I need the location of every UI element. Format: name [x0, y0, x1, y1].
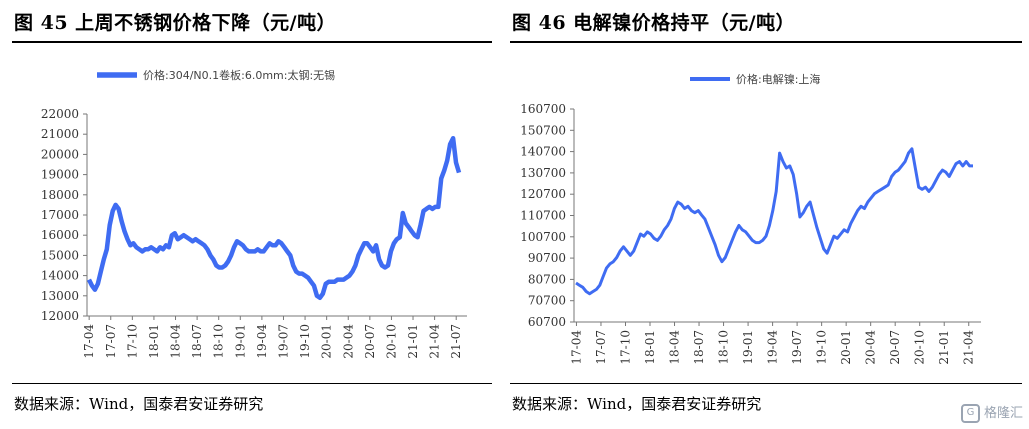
x-tick-label: 18-01: [147, 324, 161, 359]
legend-label: 价格:电解镍:上海: [736, 72, 820, 86]
series-line: [86, 135, 462, 301]
left-chart-panel: 图 45 上周不锈钢价格下降（元/吨） 12000 13000 14000 15000…: [12, 12, 492, 413]
y-tick-label: 90700: [528, 251, 566, 265]
watermark-logo: G 格隆汇: [960, 402, 1023, 423]
y-tick-label: 22000: [41, 107, 79, 121]
y-tick-label: 140700: [520, 145, 566, 159]
y-tick-label: 150700: [520, 123, 566, 137]
source-rule: [510, 383, 1022, 384]
nickel-price-chart: 60700 70700 80700 90700 100700 110700 120700 13…: [520, 72, 981, 365]
x-tick-label: 20-04: [864, 330, 878, 365]
x-tick-label: 19-10: [815, 330, 829, 365]
source-rule: [12, 383, 492, 384]
x-tick-label: 20-07: [363, 324, 377, 359]
x-tick-label: 19-07: [790, 330, 804, 365]
x-tick-label: 19-10: [298, 324, 312, 359]
y-tick-label: 19000: [41, 168, 79, 182]
y-tick-label: 17000: [41, 208, 79, 222]
x-tick-label: 20-01: [839, 330, 853, 365]
y-tick-label: 15000: [41, 248, 79, 262]
y-tick-label: 70700: [528, 294, 566, 308]
x-tick-label: 18-07: [190, 324, 204, 359]
x-tick-label: 19-01: [741, 330, 755, 365]
y-tick-label: 60700: [528, 315, 566, 329]
title-rule: [12, 41, 492, 43]
logo-icon: G: [960, 404, 980, 423]
y-tick-label: 80700: [528, 272, 566, 286]
x-tick-label: 19-07: [276, 324, 290, 359]
x-tick-label: 18-10: [212, 324, 226, 359]
x-tick-label: 19-04: [766, 330, 780, 365]
x-tick-label: 18-10: [717, 330, 731, 365]
chart-title: 图 46 电解镍价格持平（元/吨）: [512, 12, 796, 34]
x-tick-label: 21-07: [449, 324, 463, 359]
y-tick-label: 20000: [41, 147, 79, 161]
x-tick-label: 17-04: [569, 330, 583, 365]
x-tick-label: 21-01: [406, 324, 420, 359]
x-tick-label: 17-07: [594, 330, 608, 365]
right-chart-panel: 图 46 电解镍价格持平（元/吨） 60700 70700 80700 90700 10…: [498, 0, 1029, 429]
stainless-steel-price-chart: 12000 13000 14000 15000 16000 17000 18000 19000…: [41, 68, 467, 359]
watermark-text: 格隆汇: [983, 406, 1023, 421]
x-tick-label: 17-10: [618, 330, 632, 365]
x-tick-label: 20-01: [320, 324, 334, 359]
x-tick-label: 17-10: [125, 324, 139, 359]
x-tick-label: 20-10: [913, 330, 927, 365]
x-tick-label: 18-04: [668, 330, 682, 365]
x-tick-label: 18-01: [643, 330, 657, 365]
y-tick-label: 13000: [41, 289, 79, 303]
x-tick-label: 20-10: [384, 324, 398, 359]
y-tick-label: 130700: [520, 166, 566, 180]
x-tick-label: 21-04: [428, 324, 442, 359]
x-tick-label: 18-04: [169, 324, 183, 359]
y-tick-label: 160700: [520, 102, 566, 116]
source-note: 数据来源：Wind，国泰君安证券研究: [14, 395, 264, 413]
y-tick-label: 21000: [41, 127, 79, 141]
x-tick-label: 20-07: [888, 330, 902, 365]
legend-label: 价格:304/N0.1卷板:6.0mm:太钢:无锡: [143, 68, 335, 82]
source-note: 数据来源：Wind，国泰君安证券研究: [512, 395, 762, 413]
x-tick-label: 21-01: [937, 330, 951, 365]
y-tick-label: 110700: [520, 209, 566, 223]
y-tick-label: 14000: [41, 269, 79, 283]
x-tick-label: 19-04: [255, 324, 269, 359]
x-tick-label: 20-04: [341, 324, 355, 359]
x-tick-label: 17-07: [104, 324, 118, 359]
x-tick-label: 21-04: [962, 330, 976, 365]
title-rule: [510, 41, 1022, 43]
y-tick-label: 120700: [520, 187, 566, 201]
x-tick-label: 18-07: [692, 330, 706, 365]
x-tick-label: 19-01: [233, 324, 247, 359]
chart-title: 图 45 上周不锈钢价格下降（元/吨）: [14, 12, 337, 34]
y-tick-label: 12000: [41, 309, 79, 323]
x-tick-label: 17-04: [82, 324, 96, 359]
y-tick-label: 18000: [41, 188, 79, 202]
series-line: [575, 147, 973, 296]
y-tick-label: 100700: [520, 230, 566, 244]
y-tick-label: 16000: [41, 228, 79, 242]
